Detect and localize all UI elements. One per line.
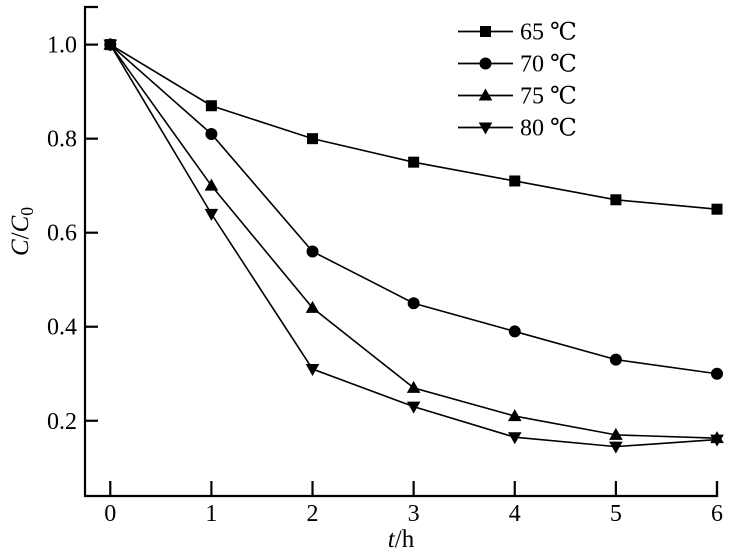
tick-labels: 0.2 0.4 0.6 0.8 1.0 0 1 2 3 4 5 6 — [47, 33, 723, 527]
series-65c-marker — [408, 156, 420, 168]
series-75c-marker — [305, 300, 320, 313]
series-80c-marker — [507, 432, 522, 445]
series-80c-marker — [103, 39, 118, 52]
x-axis-label: t/h — [388, 526, 415, 553]
y-tick-label: 0.6 — [47, 221, 77, 247]
series-70c-marker — [205, 127, 218, 140]
legend-entry-70c-label: 70 ℃ — [520, 52, 577, 78]
y-tick-label: 0.8 — [47, 127, 77, 153]
series-80c-marker — [609, 441, 623, 454]
x-tick-label: 5 — [610, 501, 622, 527]
series-65c-marker — [509, 175, 521, 187]
legend-entry-70c-marker — [479, 57, 492, 70]
legend-entry-65c: 65 ℃ — [458, 20, 577, 46]
series-80c — [103, 39, 724, 454]
series-65c-marker — [307, 133, 319, 145]
legend-entry-75c-label: 75 ℃ — [520, 84, 577, 110]
series-75c-marker — [609, 427, 623, 440]
y-tick-label: 0.4 — [47, 315, 77, 341]
legend-entry-80c-marker — [478, 122, 493, 135]
y-tick-label: 0.2 — [47, 409, 77, 435]
series-65c-line — [109, 43, 718, 210]
series-70c — [104, 38, 723, 380]
x-tick-label: 2 — [307, 501, 319, 527]
series-80c-marker — [305, 364, 320, 377]
series-75c-marker — [204, 178, 219, 191]
series-80c-marker — [710, 434, 724, 447]
series-80c-marker — [406, 401, 421, 414]
series-75c — [103, 37, 724, 444]
series-80c-marker — [204, 208, 219, 221]
series-70c-marker — [711, 367, 723, 380]
x-tick-label: 4 — [509, 501, 521, 527]
legend-entry-75c-marker — [478, 88, 493, 101]
legend: 65 ℃ 70 ℃ 75 ℃ 80 ℃ — [458, 20, 577, 142]
axes — [83, 5, 719, 498]
series-65c — [104, 39, 723, 215]
x-tick-label: 1 — [205, 501, 217, 527]
legend-entry-65c-label: 65 ℃ — [520, 20, 577, 46]
legend-entry-75c: 75 ℃ — [458, 84, 577, 110]
x-tick-label: 6 — [711, 501, 723, 527]
series-70c-line — [109, 44, 718, 375]
legend-entry-80c-label: 80 ℃ — [520, 116, 577, 142]
series-75c-line — [109, 44, 718, 439]
series-70c-marker — [609, 353, 622, 366]
series-65c-marker — [711, 203, 723, 215]
x-tick-label: 3 — [408, 501, 420, 527]
legend-entry-80c: 80 ℃ — [458, 116, 577, 142]
series-70c-marker — [407, 297, 420, 310]
legend-entry-70c: 70 ℃ — [458, 52, 577, 78]
series-70c-marker — [306, 245, 319, 258]
series-65c-marker — [205, 100, 217, 112]
series-70c-marker — [508, 325, 521, 338]
x-tick-label: 0 — [104, 501, 116, 527]
legend-entry-65c-marker — [480, 26, 491, 37]
y-tick-label: 1.0 — [47, 33, 77, 59]
series-75c-marker — [507, 409, 522, 422]
y-axis-label: C/C0 — [7, 207, 37, 256]
series-75c-marker — [406, 380, 421, 393]
series-65c-marker — [610, 194, 622, 206]
axis-spines — [83, 5, 719, 498]
